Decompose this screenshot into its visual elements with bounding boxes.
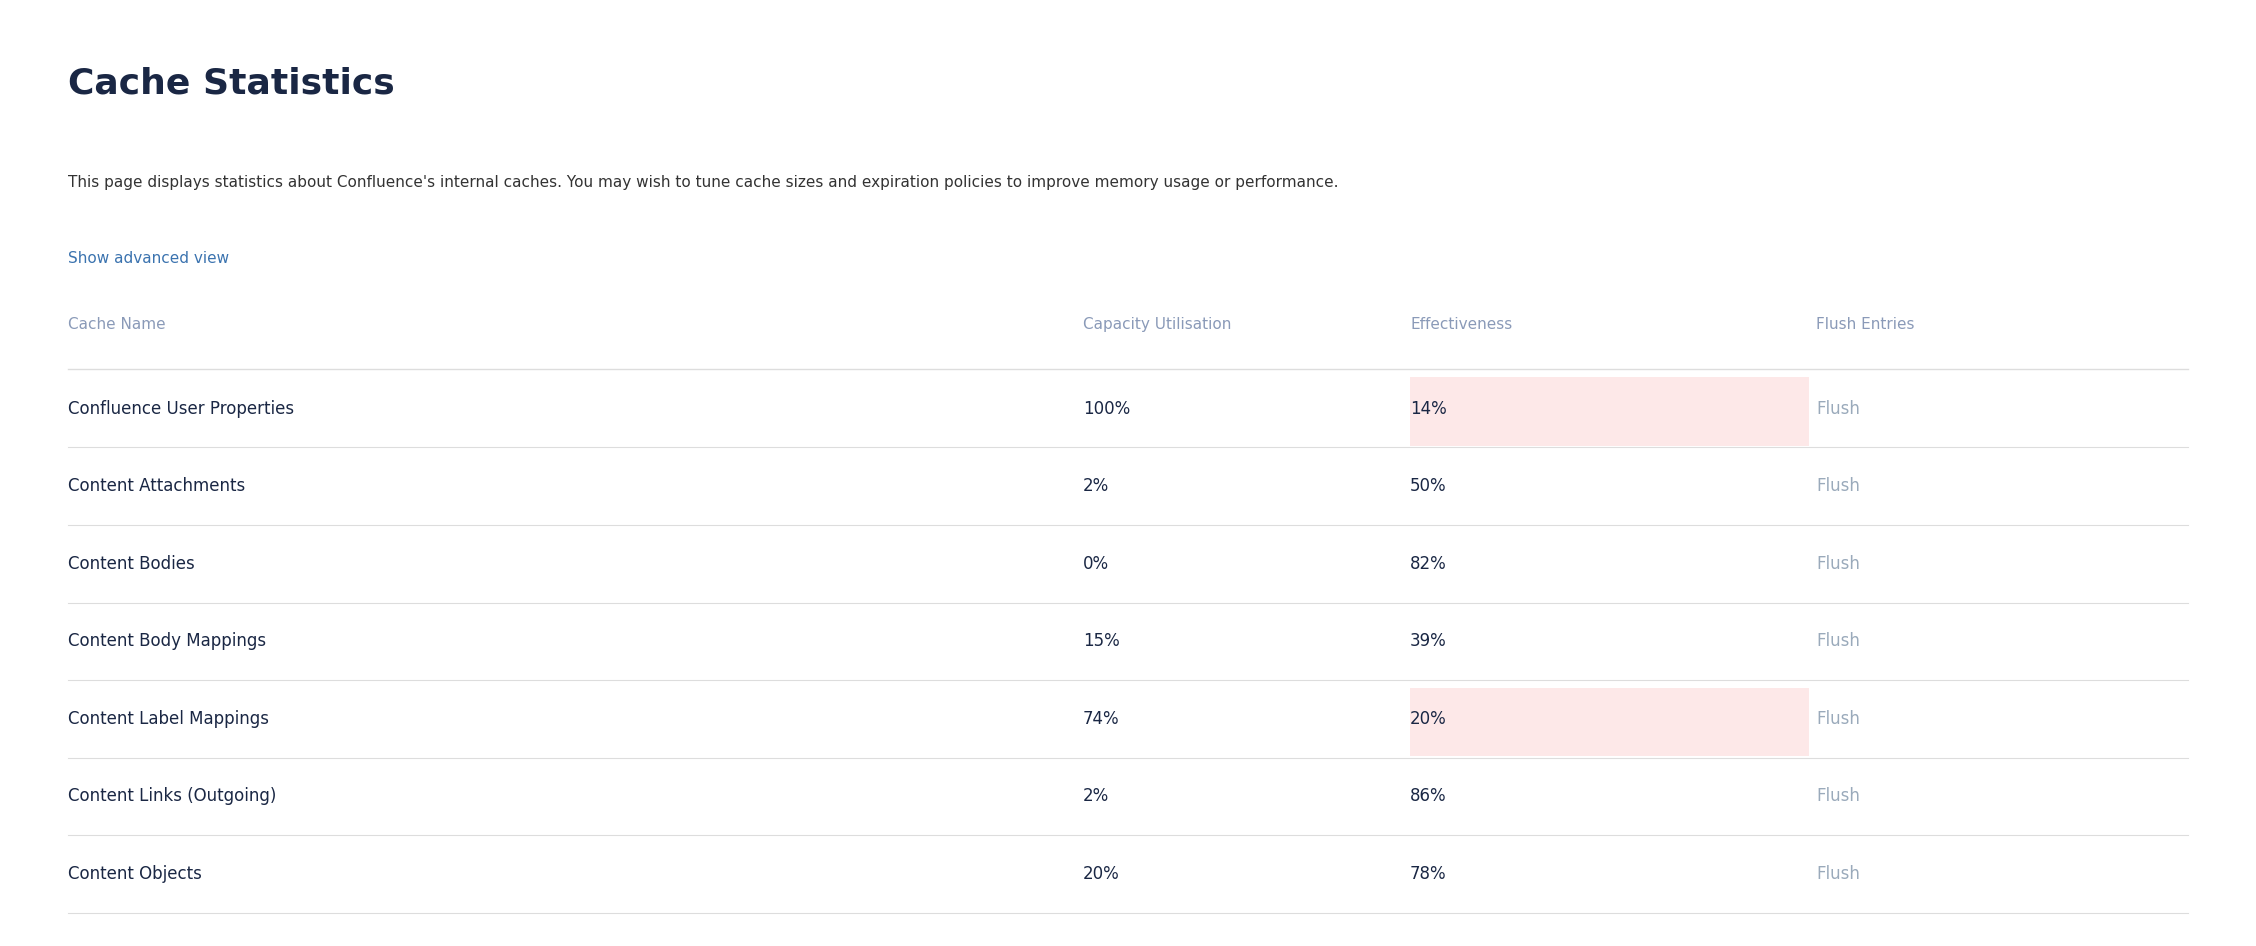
Text: Content Bodies: Content Bodies xyxy=(68,554,194,572)
Text: 74%: 74% xyxy=(1083,710,1119,727)
Text: 78%: 78% xyxy=(1410,865,1446,883)
Text: Flush: Flush xyxy=(1816,554,1859,572)
Text: Effectiveness: Effectiveness xyxy=(1410,317,1512,332)
Text: Content Label Mappings: Content Label Mappings xyxy=(68,710,268,727)
Text: Cache Statistics: Cache Statistics xyxy=(68,66,395,100)
FancyBboxPatch shape xyxy=(1410,688,1809,756)
Text: 39%: 39% xyxy=(1410,632,1446,650)
Text: Capacity Utilisation: Capacity Utilisation xyxy=(1083,317,1232,332)
Text: Content Body Mappings: Content Body Mappings xyxy=(68,632,266,650)
Text: 0%: 0% xyxy=(1083,554,1110,572)
Text: 20%: 20% xyxy=(1083,865,1119,883)
Text: Flush: Flush xyxy=(1816,632,1859,650)
Text: 82%: 82% xyxy=(1410,554,1446,572)
Text: 86%: 86% xyxy=(1410,787,1446,805)
Text: Flush: Flush xyxy=(1816,787,1859,805)
Text: 15%: 15% xyxy=(1083,632,1119,650)
FancyBboxPatch shape xyxy=(1410,377,1809,446)
Text: Content Links (Outgoing): Content Links (Outgoing) xyxy=(68,787,275,805)
Text: Content Attachments: Content Attachments xyxy=(68,477,246,495)
Text: 50%: 50% xyxy=(1410,477,1446,495)
Text: Confluence User Properties: Confluence User Properties xyxy=(68,399,293,417)
Text: Flush: Flush xyxy=(1816,710,1859,727)
Text: 20%: 20% xyxy=(1410,710,1446,727)
Text: Flush Entries: Flush Entries xyxy=(1816,317,1915,332)
Text: This page displays statistics about Confluence's internal caches. You may wish t: This page displays statistics about Conf… xyxy=(68,175,1338,190)
Text: 2%: 2% xyxy=(1083,787,1110,805)
Text: 100%: 100% xyxy=(1083,399,1130,417)
Text: Show advanced view: Show advanced view xyxy=(68,251,228,266)
Text: Cache Name: Cache Name xyxy=(68,317,165,332)
Text: 14%: 14% xyxy=(1410,399,1446,417)
Text: Flush: Flush xyxy=(1816,399,1859,417)
Text: Flush: Flush xyxy=(1816,865,1859,883)
Text: 2%: 2% xyxy=(1083,477,1110,495)
Text: Flush: Flush xyxy=(1816,477,1859,495)
Text: Content Objects: Content Objects xyxy=(68,865,201,883)
